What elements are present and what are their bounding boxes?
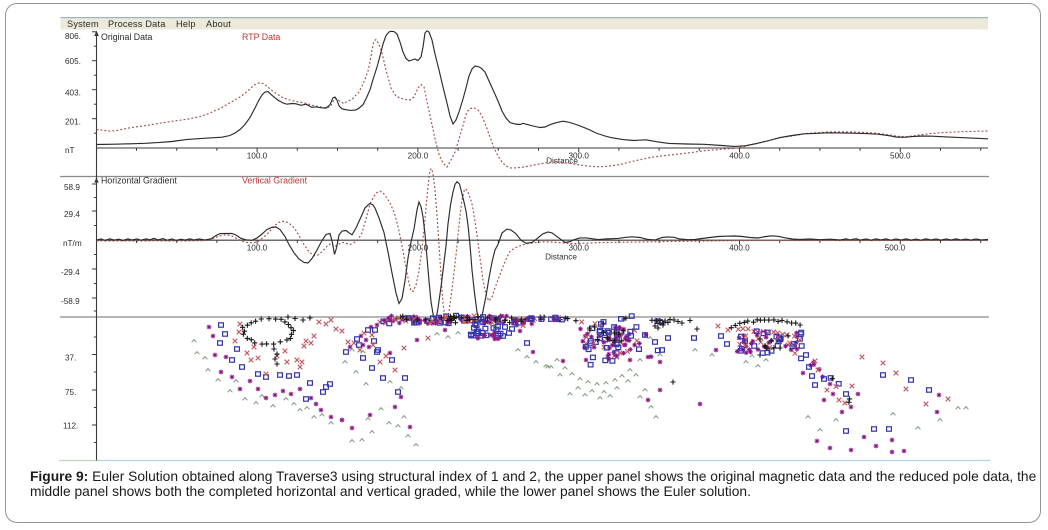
svg-text:300.0: 300.0 xyxy=(568,152,589,161)
svg-text:500.0: 500.0 xyxy=(885,244,906,253)
svg-text:112.: 112. xyxy=(63,422,78,431)
svg-text:400.0: 400.0 xyxy=(729,152,750,161)
svg-text:500.0: 500.0 xyxy=(890,152,911,161)
svg-text:400.0: 400.0 xyxy=(729,244,750,253)
svg-text:Distance: Distance xyxy=(546,157,578,166)
svg-text:200.0: 200.0 xyxy=(408,244,429,253)
svg-text:37.: 37. xyxy=(65,354,76,363)
svg-text:29.4: 29.4 xyxy=(64,210,80,219)
svg-text:-58.9: -58.9 xyxy=(61,297,80,306)
svg-text:100.0: 100.0 xyxy=(247,152,268,161)
svg-text:200.0: 200.0 xyxy=(408,152,429,161)
svg-text:nT: nT xyxy=(65,146,75,155)
svg-text:58.9: 58.9 xyxy=(64,183,80,192)
svg-text:806.: 806. xyxy=(65,32,81,41)
svg-text:300.0: 300.0 xyxy=(568,244,589,253)
svg-text:75.: 75. xyxy=(65,388,76,397)
svg-text:Distance: Distance xyxy=(545,253,577,262)
svg-text:Horizontal Gradient: Horizontal Gradient xyxy=(101,176,177,186)
svg-text:Help: Help xyxy=(176,19,196,29)
svg-text:605.: 605. xyxy=(65,57,81,66)
svg-text:System: System xyxy=(67,19,99,29)
svg-text:-29.4: -29.4 xyxy=(61,268,80,277)
svg-text:Process Data: Process Data xyxy=(108,19,166,29)
svg-text:100.0: 100.0 xyxy=(247,244,268,253)
svg-text:nT/m: nT/m xyxy=(63,239,82,248)
svg-text:201.: 201. xyxy=(65,117,81,126)
svg-text:About: About xyxy=(206,19,231,29)
svg-text:Vertical Gradient: Vertical Gradient xyxy=(242,176,308,186)
svg-text:403.: 403. xyxy=(65,89,81,98)
svg-text:Original Data: Original Data xyxy=(101,32,152,42)
svg-text:RTP Data: RTP Data xyxy=(242,32,280,42)
